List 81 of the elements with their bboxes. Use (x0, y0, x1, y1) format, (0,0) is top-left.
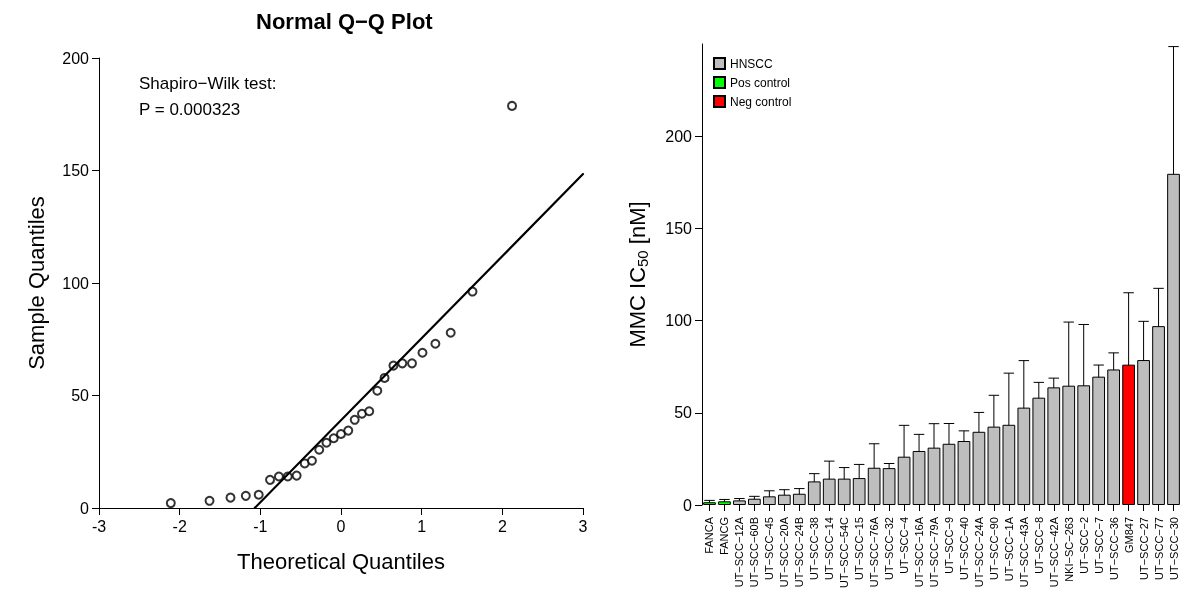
x-tick-label: UT−SCC−20A (778, 516, 791, 588)
x-tick-label: UT−SCC−27 (1137, 517, 1150, 580)
point (314, 444, 325, 455)
point (372, 385, 383, 396)
point (204, 495, 215, 506)
y-tick-label: 50 (71, 387, 90, 404)
x-tick-label: UT−SCC−90 (987, 517, 1000, 580)
point (328, 433, 339, 444)
x-tick-label: FANCG (718, 517, 731, 555)
y-tick-label: 50 (674, 404, 693, 422)
x-tick-label: NKI−SC−263 (1062, 517, 1075, 582)
point (364, 406, 375, 417)
y-tick-label: 100 (665, 312, 693, 330)
x-tick-label: -1 (253, 517, 268, 535)
point (417, 347, 428, 358)
x-tick-label: UT−SCC−79A (928, 516, 941, 588)
x-tick-label: 1 (417, 517, 427, 535)
x-tick-label: UT−SCC−40 (957, 517, 970, 580)
x-tick-label: UT−SCC−77 (1152, 517, 1165, 580)
point (273, 471, 284, 482)
point (349, 414, 360, 425)
legend-label: HNSCC (730, 56, 773, 71)
x-tick-label: UT−SCC−45 (763, 517, 776, 580)
x-tick-label: FANCA (703, 516, 716, 554)
x-tick-label: UT−SCC−2 (1077, 517, 1090, 574)
y-tick-label: 0 (683, 496, 693, 514)
x-tick-label: -3 (91, 517, 107, 535)
point (356, 408, 367, 419)
x-tick-label: UT−SCC−24B (793, 517, 806, 588)
point (225, 492, 236, 503)
x-tick-label: UT−SCC−54C (838, 516, 851, 588)
x-tick-label: 0 (336, 517, 346, 535)
x-tick-label: UT−SCC−43A (1017, 516, 1030, 588)
x-tick-label: 3 (578, 517, 588, 535)
x-tick-label: UT−SCC−60B (748, 517, 761, 588)
point (343, 425, 354, 436)
point (291, 470, 302, 481)
x-tick-label: UT−SCC−38 (808, 517, 821, 580)
x-tick-label: UT−SCC−24A (972, 516, 985, 588)
y-tick-label: 200 (62, 49, 90, 67)
x-tick-label: UT−SCC−36 (1107, 517, 1120, 580)
y-axis-title: MMC IC50 [nM] (625, 201, 651, 348)
point (430, 338, 441, 349)
point (445, 327, 456, 338)
x-tick-label: UT−SCC−4 (898, 517, 911, 574)
annotation: Shapiro−Wilk test: (139, 74, 277, 93)
point (406, 358, 417, 369)
y-tick-label: 100 (62, 274, 90, 292)
x-tick-label: UT−SCC−8 (1032, 517, 1045, 574)
x-tick-label: UT−SCC−12A (733, 516, 746, 588)
x-tick-label: UT−SCC−32 (883, 517, 896, 580)
point (306, 455, 317, 466)
y-axis-title: Sample Quantiles (23, 196, 49, 370)
point (240, 490, 251, 501)
y-tick-label: 200 (665, 127, 693, 145)
x-tick-label: -2 (172, 517, 187, 535)
chart-title: Normal Q−Q Plot (256, 8, 434, 34)
x-tick-label: UT−SCC−16A (913, 516, 926, 588)
x-tick-label: UT−SCC−7 (1092, 517, 1105, 574)
point (253, 489, 264, 500)
x-tick-label: UT−SCC−15 (853, 517, 866, 580)
point (165, 498, 176, 509)
x-tick-label: UT−SCC−9 (942, 517, 955, 574)
x-tick-label: UT−SCC−76A (868, 516, 881, 588)
x-tick-label: 2 (497, 517, 507, 535)
legend-label: Pos control (730, 75, 791, 90)
point (321, 437, 332, 448)
legend-label: Neg control (730, 94, 792, 109)
point (265, 474, 276, 485)
y-tick-label: 150 (665, 219, 693, 237)
x-axis-title: Theoretical Quantiles (237, 548, 445, 574)
point (507, 100, 518, 111)
y-tick-label: 0 (80, 499, 90, 517)
x-tick-label: UT−SCC−14 (823, 517, 836, 580)
x-tick-label: GM847 (1122, 517, 1135, 554)
x-tick-label: UT−SCC−1A (1002, 516, 1015, 582)
y-tick-label: 150 (62, 162, 90, 179)
point (336, 428, 346, 439)
x-tick-label: UT−SCC−42A (1047, 516, 1060, 588)
annotation: P = 0.000323 (139, 100, 241, 119)
x-tick-label: UT−SCC−30 (1167, 517, 1180, 580)
